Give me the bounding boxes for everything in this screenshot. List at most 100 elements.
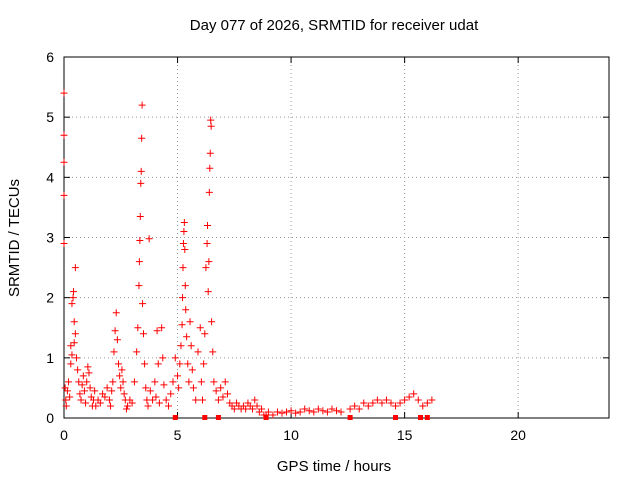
data-point [136,212,144,220]
data-point [172,415,178,420]
data-point [179,240,187,248]
data-point [253,402,261,410]
data-point [62,402,70,410]
data-point [364,402,372,410]
data-point [203,240,211,248]
data-point [82,399,90,407]
data-point [183,333,191,341]
data-point [187,342,195,350]
data-point [378,399,386,407]
data-point [141,360,149,368]
data-point [269,411,277,419]
data-point [273,408,281,416]
data-point [72,354,80,362]
data-point [392,402,400,410]
data-point [310,408,318,416]
data-point [301,405,309,413]
data-point [387,399,395,407]
data-point [176,360,184,368]
data-point [164,402,172,410]
y-tick-label: 5 [46,109,54,125]
data-point [210,378,218,386]
tick-labels: 0 5 10 15 20 0 1 2 3 4 5 6 [46,49,526,443]
data-point [186,318,194,326]
data-point [68,300,76,308]
data-point [101,393,109,401]
data-point [251,396,259,404]
data-point [110,348,118,356]
data-point [112,309,120,317]
data-point [382,396,390,404]
data-point [178,321,186,329]
data-point [103,384,111,392]
data-points [60,89,436,420]
data-point [149,396,157,404]
data-point [196,324,204,332]
data-point [160,381,168,389]
data-point [424,415,430,420]
data-point [206,164,214,172]
data-point [221,378,229,386]
data-point [206,149,214,157]
data-point [119,378,127,386]
data-point [405,393,413,401]
data-point [181,246,189,254]
chart-title: Day 077 of 2026, SRMTID for receiver uda… [190,17,479,34]
data-point [177,342,185,350]
data-point [360,399,368,407]
data-point [60,89,68,97]
data-point [144,402,152,410]
data-point [219,393,227,401]
data-point [105,396,113,404]
data-point [107,402,115,410]
data-point [180,218,188,226]
data-point [188,366,196,374]
data-point [60,158,68,166]
data-point [117,384,125,392]
data-point [314,405,322,413]
data-point [287,407,295,415]
data-point [77,396,85,404]
data-point [142,384,150,392]
data-point [154,360,162,368]
data-point [418,415,424,420]
data-point [337,408,345,416]
data-point [69,294,77,302]
data-point [207,116,215,124]
data-point [179,294,187,302]
data-point [158,324,166,332]
data-point [224,390,231,398]
data-point [296,408,304,416]
data-point [278,409,286,417]
data-point [70,288,78,296]
data-point [130,378,138,386]
data-point [71,264,79,272]
data-point [410,390,418,398]
data-point [346,405,354,413]
grid-lines [64,57,609,418]
data-point [248,405,256,413]
data-point [70,318,78,326]
data-point [80,387,88,395]
data-point [155,399,163,407]
data-point [171,354,179,362]
data-point [135,258,143,266]
data-point [189,384,197,392]
data-point [124,402,132,410]
x-tick-label: 10 [283,427,299,443]
data-point [401,396,409,404]
data-point [347,415,353,420]
data-point [351,402,359,410]
data-point [62,396,70,404]
data-point [201,330,209,338]
data-point [185,378,193,386]
x-tick-label: 15 [397,427,413,443]
data-point [92,402,100,410]
data-point [258,405,266,413]
y-tick-label: 1 [46,350,54,366]
data-point [146,387,154,395]
data-point [128,399,136,407]
data-point [162,396,170,404]
data-point [167,390,175,398]
